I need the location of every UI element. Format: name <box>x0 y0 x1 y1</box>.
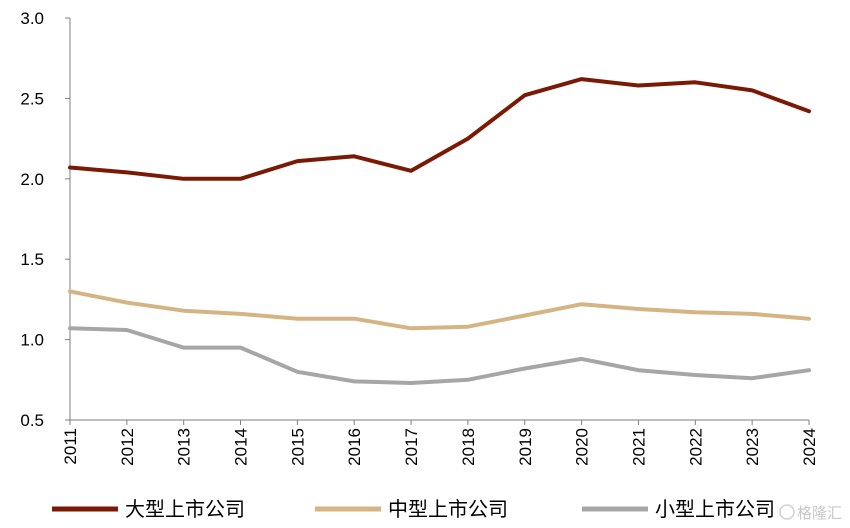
watermark-text: 格隆汇 <box>797 505 842 522</box>
x-tick-label: 2019 <box>516 428 535 466</box>
y-tick-label: 0.5 <box>20 411 44 430</box>
x-tick-label: 2018 <box>459 428 478 466</box>
y-tick-label: 2.0 <box>20 170 44 189</box>
series-line-3 <box>68 326 811 385</box>
chart-legend: 大型上市公司 中型上市公司 小型上市公司 <box>52 498 775 521</box>
x-tick-label: 2015 <box>288 428 307 466</box>
x-tick-label: 2013 <box>175 428 194 466</box>
x-tick-label: 2012 <box>118 428 137 466</box>
y-tick-label: 1.0 <box>20 331 44 350</box>
watermark: 格隆汇 <box>779 504 842 522</box>
x-tick-label: 2024 <box>800 428 819 466</box>
chart-axes: 0.5 1.0 1.5 2.0 2.5 3.0 2011 2012 2013 2014 2015 20… <box>20 9 819 466</box>
chart-series <box>68 77 811 385</box>
y-tick-label: 2.5 <box>20 89 44 108</box>
x-tick-label: 2011 <box>61 428 80 465</box>
x-tick-label: 2020 <box>573 428 592 466</box>
watermark-logo-icon <box>779 504 795 520</box>
y-tick-label: 1.5 <box>20 250 44 269</box>
legend-label-1: 大型上市公司 <box>125 498 245 521</box>
series-line-1 <box>68 77 811 181</box>
x-tick-label: 2023 <box>743 428 762 466</box>
x-tick-label: 2022 <box>686 428 705 466</box>
legend-label-3: 小型上市公司 <box>655 498 775 521</box>
x-tick-label: 2016 <box>345 428 364 466</box>
x-tick-label: 2017 <box>402 428 421 466</box>
x-tick-label: 2021 <box>629 428 648 466</box>
series-line-2 <box>68 289 811 331</box>
y-tick-label: 3.0 <box>20 9 44 28</box>
legend-label-2: 中型上市公司 <box>388 498 508 521</box>
x-tick-label: 2014 <box>232 428 251 466</box>
